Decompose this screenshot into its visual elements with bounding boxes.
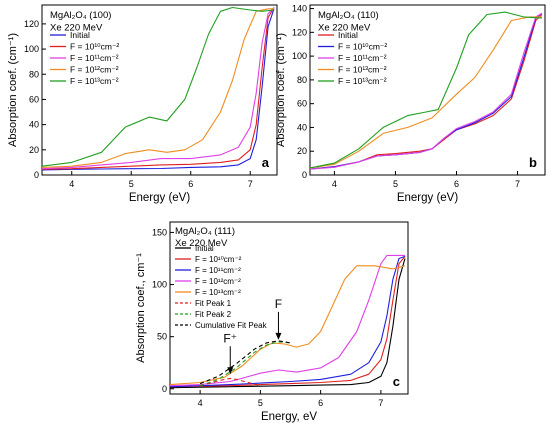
panel-title-line: MgAl₂O₄ (111) <box>175 226 235 237</box>
y-tick-label: 0 <box>162 384 167 394</box>
legend-label: F = 10¹⁰cm⁻² <box>195 255 242 264</box>
y-tick-label: 20 <box>29 145 39 155</box>
series-line <box>199 341 291 387</box>
y-tick-label: 60 <box>297 99 307 109</box>
plot-frame <box>309 4 546 176</box>
y-tick-label: 80 <box>297 75 307 85</box>
legend-label: Fit Peak 1 <box>195 299 232 308</box>
legend-label: F = 10¹²cm⁻² <box>195 277 241 286</box>
legend-label: F = 10¹³cm⁻² <box>70 76 119 86</box>
legend-label: F = 10¹¹cm⁻² <box>338 53 387 63</box>
y-tick-label: 40 <box>297 122 307 132</box>
x-axis-label: Energy (eV) <box>129 192 191 204</box>
y-tick-label: 20 <box>297 146 307 156</box>
series-line <box>199 340 291 385</box>
x-tick-label: 4 <box>198 398 203 408</box>
y-tick-label: 0 <box>302 170 307 180</box>
legend-label: F = 10¹¹cm⁻² <box>195 266 241 275</box>
series-line <box>42 8 274 168</box>
y-tick-label: 140 <box>292 4 307 14</box>
y-axis-label: Absorption coef., cm⁻¹ <box>135 253 147 363</box>
y-tick-label: 80 <box>29 69 39 79</box>
y-tick-label: 40 <box>29 120 39 130</box>
legend-label: F = 10¹⁰cm⁻² <box>70 42 119 52</box>
annotation-label: F⁺ <box>223 331 237 345</box>
y-tick-label: 150 <box>152 227 167 237</box>
x-tick-label: 7 <box>515 179 520 189</box>
y-tick-label: 0 <box>34 170 39 180</box>
legend: Initial F = 10¹⁰cm⁻²F = 10¹¹cm⁻² F = 10¹³c… <box>318 30 387 86</box>
x-tick-label: 7 <box>378 398 383 408</box>
legend-label: F = 10¹³cm⁻² <box>195 288 241 297</box>
y-tick-label: 120 <box>292 27 307 37</box>
panel-title-line: MgAl₂O₄ (110) <box>318 10 379 21</box>
y-tick-label: 50 <box>157 332 167 342</box>
y-tick-label: 60 <box>29 94 39 104</box>
legend-label: F = 10¹⁰cm⁻² <box>338 42 387 52</box>
panel-title-line: MgAl₂O₄ (100) <box>50 10 111 21</box>
legend-label: Initial <box>195 244 214 253</box>
x-tick-label: 5 <box>393 179 398 189</box>
series-group <box>42 6 275 171</box>
x-tick-label: 4 <box>332 179 337 189</box>
x-axis-label: Energy (eV) <box>397 192 459 204</box>
y-axis-label: Absorption coef. (cm⁻¹) <box>275 33 287 147</box>
series-line <box>310 16 542 169</box>
legend-label: Initial <box>338 30 358 40</box>
legend-label: Fit Peak 2 <box>195 310 232 319</box>
y-axis-label: Absorption coef. (cm⁻¹) <box>7 33 19 147</box>
series-line <box>170 256 406 388</box>
plot-frame <box>41 4 278 176</box>
legend-label: Initial <box>70 30 90 40</box>
legend-label: Cumulative Fit Peak <box>195 321 268 330</box>
panel-title-line: Xe 220 MeV <box>175 238 228 249</box>
x-tick-label: 5 <box>258 398 263 408</box>
y-tick-label: 100 <box>24 44 39 54</box>
series-group <box>170 254 406 389</box>
series-line <box>42 7 275 170</box>
series-group <box>310 11 543 170</box>
panel-title-line: Xe 220 MeV <box>318 23 371 34</box>
series-line <box>42 6 275 167</box>
series-line <box>199 377 261 387</box>
x-tick-label: 6 <box>454 179 459 189</box>
x-tick-label: 5 <box>129 179 134 189</box>
legend-label: F = 10¹³cm⁻² <box>338 65 387 75</box>
legend-label: F = 10¹³cm⁻² <box>338 76 387 86</box>
x-tick-label: 6 <box>318 398 323 408</box>
x-tick-label: 4 <box>69 179 74 189</box>
series-line <box>310 12 543 170</box>
panel-letter: c <box>393 374 400 389</box>
chart-panel-a: 4 5 6 7 0 20 40 60 80 100 120 Energy (eV) Absorption… <box>7 4 278 204</box>
chart-panel-b: 4 5 6 7 0 20 40 60 80 100 120 140 Energy (eV) Absorpt… <box>275 4 546 204</box>
panel-title-line: Xe 220 MeV <box>50 23 103 34</box>
x-tick-label: 7 <box>248 179 253 189</box>
legend-label: F = 10¹¹cm⁻² <box>70 53 119 63</box>
annotation-arrow-head <box>275 332 282 340</box>
series-line <box>170 258 406 389</box>
legend-label: F = 10¹²cm⁻² <box>70 65 119 75</box>
x-tick-label: 6 <box>188 179 193 189</box>
y-tick-label: 100 <box>292 51 307 61</box>
legend: Initial F = 10¹⁰cm⁻²F = 10¹¹cm⁻² F = 10¹²c… <box>50 30 119 86</box>
panel-letter: a <box>262 155 270 170</box>
plot-frame <box>169 221 409 395</box>
y-tick-label: 120 <box>24 19 39 29</box>
chart-panel-c: 4 5 6 7 0 50 100 150 Energy, eV Absorption coef.,… <box>135 221 409 423</box>
series-line <box>170 255 406 388</box>
series-line <box>42 7 275 170</box>
y-tick-label: 100 <box>152 280 167 290</box>
series-line <box>170 265 406 386</box>
panel-letter: b <box>529 155 537 170</box>
series-line <box>170 254 405 387</box>
series-line <box>42 8 275 171</box>
x-axis-label: Energy, eV <box>261 411 317 423</box>
annotation-arrow-head <box>227 367 234 375</box>
annotation-label: F <box>275 297 282 311</box>
legend: Initial F = 10¹⁰cm⁻² F = 10¹¹cm⁻² F = 10¹²c… <box>175 244 268 330</box>
series-line <box>310 11 542 169</box>
